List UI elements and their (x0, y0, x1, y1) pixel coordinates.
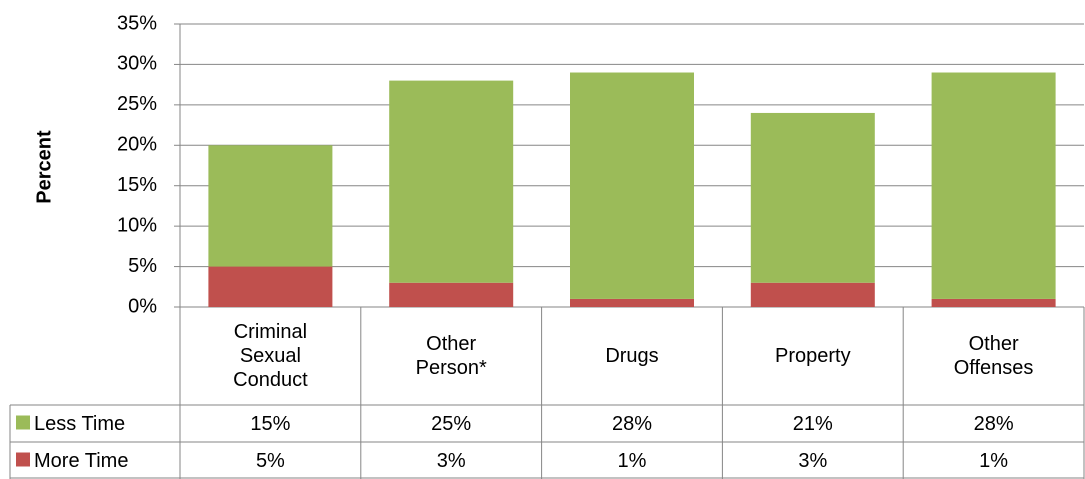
table-value: 1% (618, 450, 647, 472)
table-value: 3% (437, 450, 466, 472)
y-tick-label: 30% (117, 53, 157, 75)
bar-segment (208, 145, 333, 267)
legend-swatch (16, 415, 30, 430)
bar-segment (208, 266, 333, 307)
bar-segment (750, 282, 875, 307)
x-tick-label: Drugs (605, 345, 659, 367)
y-tick-label: 15% (117, 174, 157, 196)
table-value: 3% (798, 450, 827, 472)
table-value: 21% (793, 413, 833, 435)
table-value: 28% (612, 413, 652, 435)
y-tick-label: 20% (117, 134, 157, 156)
table-value: 28% (974, 413, 1014, 435)
legend-label: Less Time (34, 413, 125, 435)
legend-label: More Time (34, 450, 128, 472)
bar-segment (750, 112, 875, 283)
y-tick-label: 0% (128, 295, 157, 317)
y-tick-label: 10% (117, 214, 157, 236)
table-value: 25% (431, 413, 471, 435)
bar-segment (389, 282, 514, 307)
bar-segment (570, 298, 694, 307)
bar-segment (389, 80, 514, 283)
legend-swatch (16, 452, 30, 467)
table-value: 15% (250, 413, 290, 435)
table-value: 5% (256, 450, 285, 472)
x-tick-label: Other Offenses (953, 333, 1034, 379)
y-axis-label: Percent (33, 130, 55, 204)
x-tick-label: Criminal Sexual Conduct (233, 321, 308, 391)
bar-segment (931, 298, 1056, 307)
table-value: 1% (979, 450, 1008, 472)
y-tick-label: 35% (117, 12, 157, 34)
bar-segment (570, 72, 694, 299)
y-tick-label: 5% (128, 255, 157, 277)
x-tick-label: Other Person* (415, 333, 487, 379)
y-tick-label: 25% (117, 93, 157, 115)
bar-segment (931, 72, 1056, 299)
x-tick-label: Property (775, 345, 851, 367)
